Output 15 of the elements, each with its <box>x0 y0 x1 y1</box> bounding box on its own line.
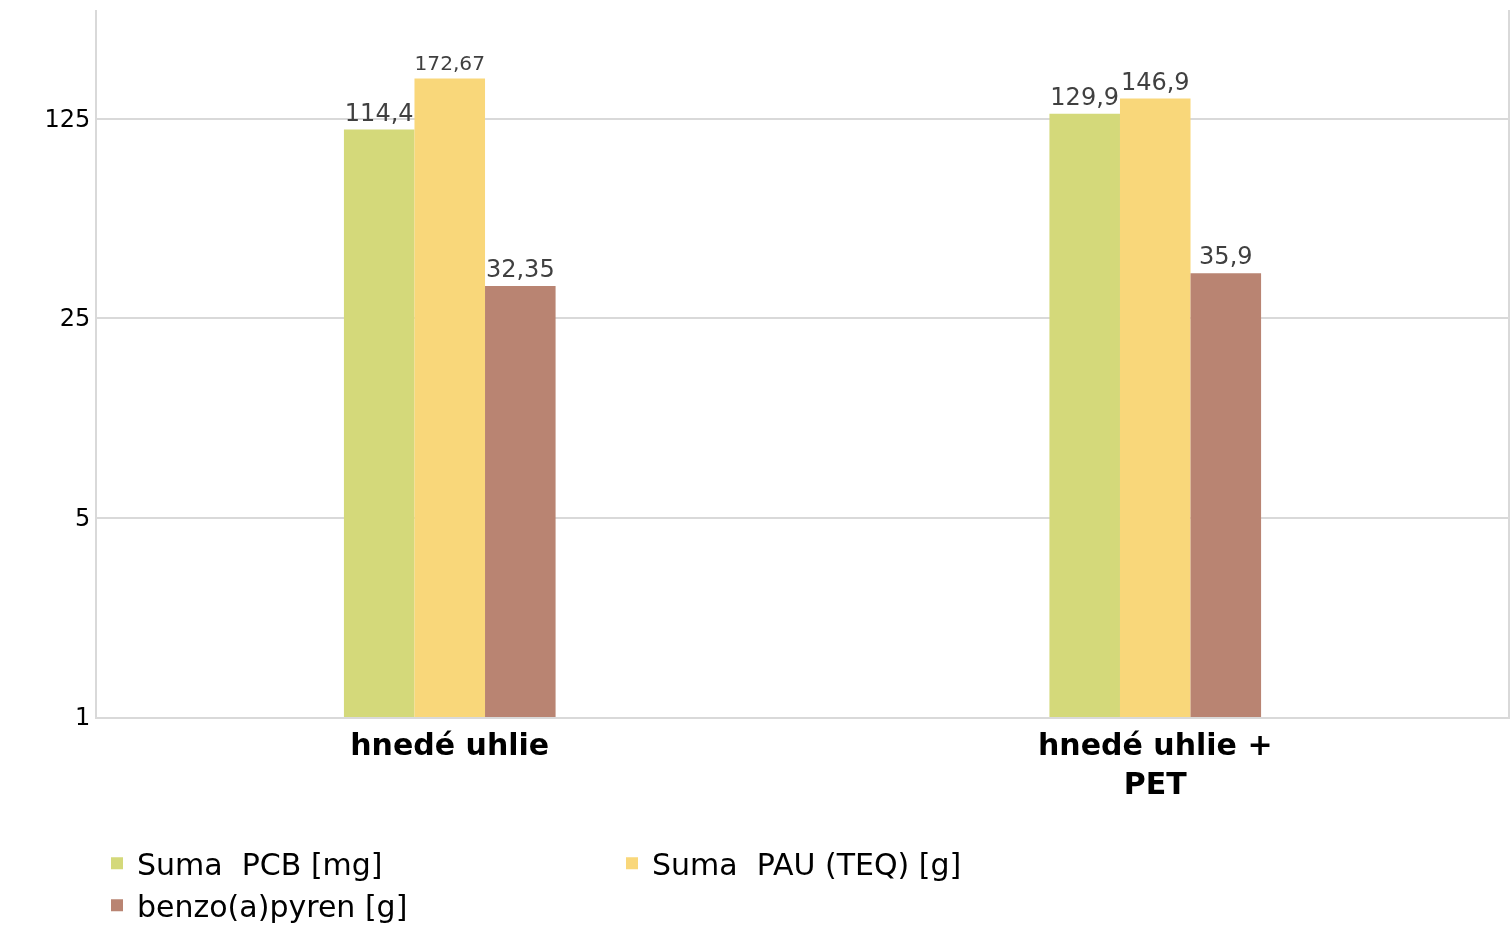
legend-label: Suma PCB [mg] <box>137 846 383 882</box>
data-label: 114,4 <box>344 98 414 127</box>
y-tick-label: 25 <box>59 304 91 333</box>
data-label: 146,9 <box>1120 67 1190 96</box>
x-tick-label: hnedé uhlie <box>350 727 550 762</box>
data-label: 129,9 <box>1050 82 1120 111</box>
legend-label: benzo(a)pyren [g] <box>137 888 408 924</box>
y-tick-label: 5 <box>74 503 91 532</box>
y-tick-label: 125 <box>44 104 91 133</box>
legend-label: Suma PAU (TEQ) [g] <box>652 846 962 882</box>
data-label: 32,35 <box>485 255 555 284</box>
data-label: 172,67 <box>414 51 486 76</box>
data-label: 35,9 <box>1199 242 1253 271</box>
x-tick-label: hnedé uhlie + PET <box>1037 727 1273 801</box>
y-tick-label: 1 <box>74 703 91 732</box>
